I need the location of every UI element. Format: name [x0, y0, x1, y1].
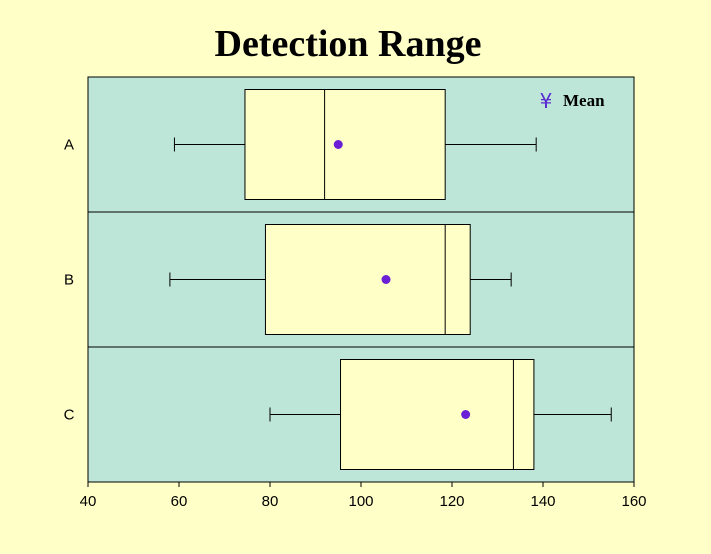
- box-C: [340, 359, 535, 470]
- x-tick-label-160: 160: [621, 493, 646, 510]
- x-axis: 40 60 80 100 120 140 160: [80, 482, 647, 510]
- x-tick-label-60: 60: [171, 493, 188, 510]
- chart-title: Detection Range: [215, 23, 482, 65]
- x-tick-label-100: 100: [348, 493, 373, 510]
- y-tick-label-C: C: [64, 407, 75, 424]
- y-tick-label-A: A: [64, 137, 74, 154]
- mean-marker-C: [461, 410, 471, 419]
- mean-marker-B: [381, 275, 391, 284]
- y-tick-label-B: B: [64, 272, 74, 289]
- x-tick-label-80: 80: [262, 493, 279, 510]
- box-B: [264, 224, 471, 335]
- legend: ¥ Mean: [540, 89, 605, 113]
- x-tick-label-120: 120: [439, 493, 464, 510]
- box-A: [244, 89, 446, 200]
- legend-mean-symbol: ¥: [540, 89, 553, 113]
- x-tick-label-40: 40: [80, 493, 97, 510]
- legend-mean-label: Mean: [563, 91, 605, 110]
- category-bands: [88, 211, 634, 348]
- x-tick-label-140: 140: [530, 493, 555, 510]
- box-series: [169, 89, 612, 470]
- y-axis: A B C: [64, 137, 75, 424]
- mean-marker-A: [333, 140, 343, 149]
